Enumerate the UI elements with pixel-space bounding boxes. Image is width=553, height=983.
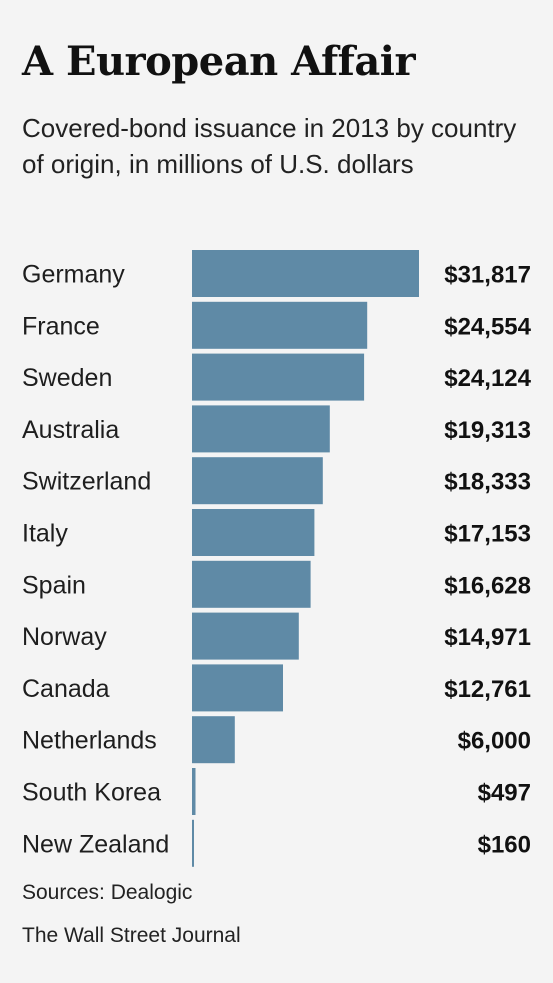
- value-label-norway: $14,971: [444, 624, 531, 651]
- value-label-netherlands: $6,000: [458, 728, 531, 755]
- value-label-canada: $12,761: [444, 676, 531, 703]
- bar-canada: [192, 664, 283, 712]
- value-label-australia: $19,313: [444, 417, 531, 444]
- value-label-spain: $16,628: [444, 572, 531, 599]
- value-label-south-korea: $497: [478, 780, 531, 807]
- bar-australia: [192, 405, 330, 453]
- country-label-norway: Norway: [22, 623, 107, 651]
- publisher-note: The Wall Street Journal: [22, 924, 241, 947]
- country-label-spain: Spain: [22, 571, 86, 599]
- chart-subtitle: Covered-bond issuance in 2013 by country…: [22, 113, 517, 179]
- country-label-new-zealand: New Zealand: [22, 830, 169, 858]
- bar-germany: [192, 250, 419, 297]
- value-label-switzerland: $18,333: [444, 469, 531, 496]
- country-label-italy: Italy: [22, 520, 68, 548]
- country-label-germany: Germany: [22, 261, 125, 289]
- bar-netherlands: [192, 716, 235, 764]
- country-label-sweden: Sweden: [22, 364, 112, 392]
- bar-norway: [192, 612, 299, 660]
- value-label-france: $24,554: [444, 313, 531, 340]
- bar-sweden: [192, 353, 365, 401]
- country-label-australia: Australia: [22, 416, 119, 444]
- value-label-italy: $17,153: [444, 521, 531, 548]
- source-note: Sources: Dealogic: [22, 881, 193, 904]
- bar-spain: [192, 560, 311, 608]
- value-label-sweden: $24,124: [444, 365, 531, 392]
- bar-new-zealand: [192, 819, 194, 867]
- chart-title: A European Affair: [22, 38, 416, 85]
- value-label-germany: $31,817: [444, 262, 531, 289]
- country-label-south-korea: South Korea: [22, 779, 161, 807]
- bar-italy: [192, 509, 315, 556]
- bar-france: [192, 301, 368, 349]
- country-label-switzerland: Switzerland: [22, 468, 151, 496]
- bar-switzerland: [192, 457, 323, 505]
- value-label-new-zealand: $160: [478, 831, 531, 858]
- country-label-canada: Canada: [22, 675, 110, 703]
- bar-south-korea: [192, 768, 196, 815]
- country-label-netherlands: Netherlands: [22, 727, 157, 755]
- country-label-france: France: [22, 312, 100, 340]
